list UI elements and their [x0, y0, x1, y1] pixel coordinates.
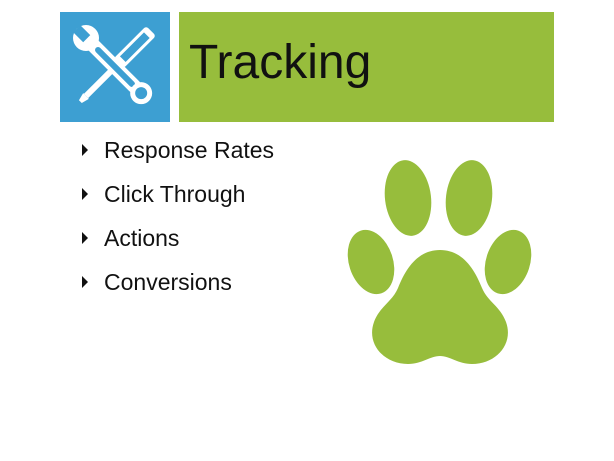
triangle-bullet-icon [82, 276, 88, 288]
bullet-text: Actions [104, 225, 180, 251]
slide-title: Tracking [189, 36, 372, 89]
bullet-text: Conversions [104, 269, 232, 295]
bullet-text: Click Through [104, 181, 246, 207]
triangle-bullet-icon [82, 232, 88, 244]
paw-illustration [340, 156, 540, 371]
triangle-bullet-icon [82, 144, 88, 156]
paw-print-icon [347, 160, 532, 364]
triangle-bullet-icon [82, 188, 88, 200]
tools-icon-tile [60, 12, 170, 122]
title-bar: Tracking [179, 12, 554, 122]
wrench-screwdriver-icon [73, 25, 155, 105]
bullet-text: Response Rates [104, 137, 275, 163]
